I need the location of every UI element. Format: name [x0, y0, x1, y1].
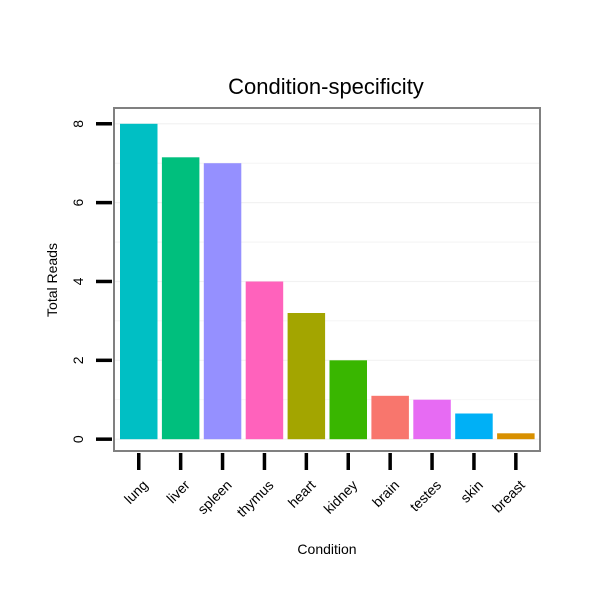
x-tick-label-testes: testes	[406, 477, 444, 515]
x-tick-label-liver: liver	[163, 477, 193, 507]
bar-lung	[120, 123, 158, 440]
x-tick-label-thymus: thymus	[233, 477, 276, 520]
y-tick-label-0: 0	[70, 435, 86, 443]
y-axis: 0 2 4 6 8	[70, 120, 112, 443]
bar-testes	[413, 399, 451, 440]
x-tick-label-spleen: spleen	[194, 477, 234, 517]
bar-brain	[371, 395, 409, 440]
chart-title: Condition-specificity	[228, 74, 424, 99]
bar-skin	[455, 413, 493, 440]
x-tick-label-breast: breast	[489, 477, 528, 516]
x-tick-label-heart: heart	[285, 477, 319, 511]
bar-breast	[497, 433, 535, 440]
bar-heart	[287, 313, 326, 440]
y-tick-label-6: 6	[70, 198, 86, 206]
x-tick-label-lung: lung	[121, 477, 151, 507]
y-tick-label-8: 8	[70, 120, 86, 128]
x-tick-label-brain: brain	[369, 477, 402, 510]
bar-spleen	[203, 163, 242, 440]
bars	[120, 123, 535, 440]
bar-kidney	[329, 360, 367, 440]
bar-thymus	[245, 281, 284, 440]
y-axis-label: Total Reads	[44, 243, 60, 317]
plot-frame	[113, 107, 541, 452]
x-tick-label-kidney: kidney	[320, 477, 360, 517]
x-tick-label-skin: skin	[457, 477, 486, 506]
bar-liver	[161, 157, 200, 440]
x-axis-label: Condition	[297, 541, 356, 557]
y-tick-label-4: 4	[70, 277, 86, 285]
y-tick-label-2: 2	[70, 356, 86, 364]
